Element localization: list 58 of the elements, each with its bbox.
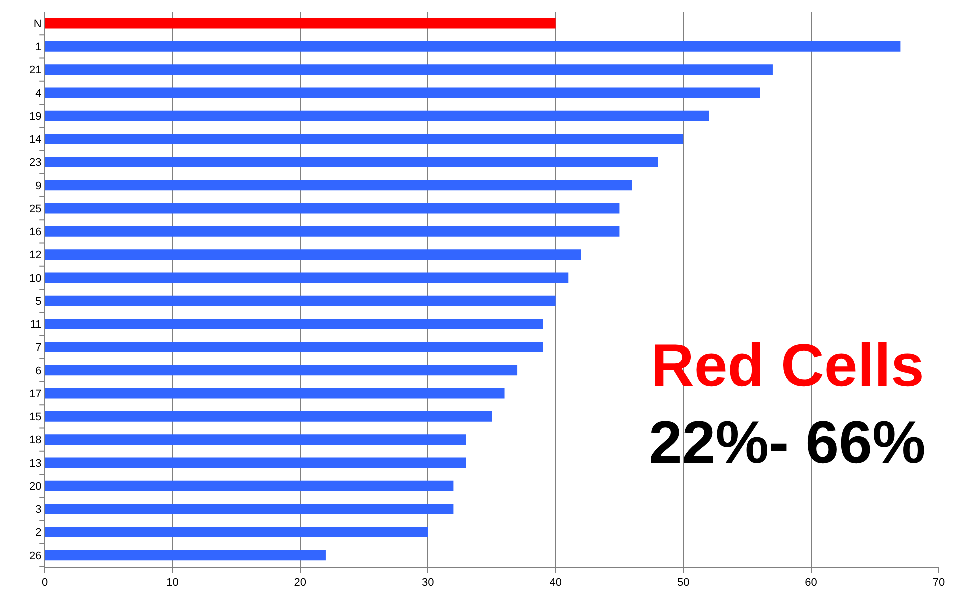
- bar: [45, 88, 760, 98]
- annotation: 22%- 66%: [649, 409, 926, 476]
- bar: [45, 41, 901, 52]
- bar: [45, 64, 773, 76]
- y-tick-label: 15: [30, 412, 42, 424]
- bar: [45, 365, 518, 376]
- y-tick-label: 16: [30, 226, 42, 239]
- y-tick-label: 21: [30, 64, 42, 77]
- bar: [45, 110, 710, 122]
- y-tick-label: 12: [30, 250, 42, 262]
- annotation: Red Cells: [651, 332, 924, 399]
- bar: [45, 296, 556, 306]
- bar: [45, 134, 684, 144]
- bar: [45, 180, 632, 191]
- bar: [45, 527, 428, 538]
- x-tick-label: 60: [805, 577, 818, 590]
- bar: [45, 250, 582, 260]
- bar: [45, 411, 492, 422]
- bar: [45, 480, 454, 492]
- bar: [45, 226, 620, 237]
- y-tick-label: 6: [36, 365, 42, 378]
- bar: [45, 458, 466, 468]
- y-tick-label: 4: [36, 88, 42, 100]
- y-tick-label: 17: [30, 388, 42, 400]
- y-tick-label: 5: [36, 296, 42, 308]
- y-tick-label: N: [34, 18, 42, 30]
- bar: [45, 550, 326, 561]
- y-tick-label: 9: [36, 180, 42, 192]
- y-tick-label: 7: [36, 342, 42, 354]
- bar: [45, 18, 556, 29]
- bar: [45, 434, 466, 446]
- x-tick-label: 0: [42, 577, 48, 590]
- x-tick-label: 70: [932, 577, 946, 590]
- y-tick-label: 14: [30, 134, 42, 146]
- y-tick-label: 2: [36, 527, 42, 540]
- x-tick-label: 40: [550, 577, 562, 590]
- bar: [45, 318, 544, 330]
- bar: [45, 342, 544, 353]
- y-tick-label: 3: [36, 504, 42, 516]
- y-tick-label: 20: [30, 480, 42, 493]
- bar: [45, 504, 454, 514]
- x-tick-label: 50: [677, 577, 690, 590]
- x-tick-label: 20: [294, 577, 307, 590]
- y-tick-label: 13: [30, 458, 42, 470]
- y-tick-label: 25: [30, 203, 42, 216]
- y-tick-label: 18: [30, 434, 42, 447]
- x-tick-label: 30: [422, 577, 434, 590]
- y-tick-label: 10: [30, 272, 42, 285]
- x-tick-label: 10: [166, 577, 179, 590]
- y-tick-label: 19: [30, 110, 42, 123]
- bar: [45, 203, 620, 214]
- bar: [45, 388, 505, 399]
- bar: [45, 157, 658, 168]
- bar: [45, 272, 569, 284]
- y-tick-label: 11: [30, 319, 42, 332]
- y-tick-label: 26: [30, 550, 42, 562]
- y-tick-label: 1: [36, 42, 42, 54]
- y-tick-label: 23: [30, 157, 42, 170]
